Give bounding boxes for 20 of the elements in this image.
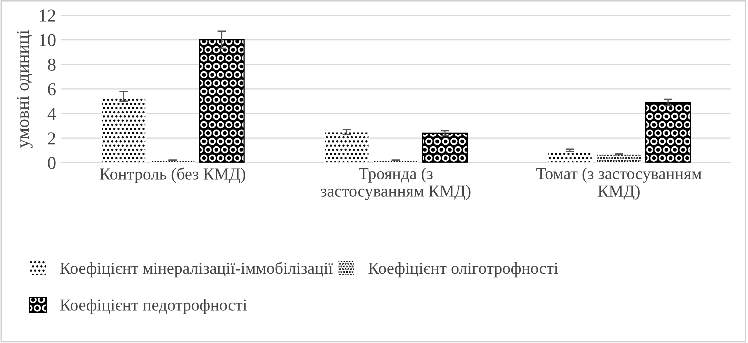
x-tick-label: Контроль (без КМД) bbox=[100, 168, 246, 184]
bar bbox=[199, 39, 245, 163]
legend-label: Коефіцієнт мінералізації-іммобілізації bbox=[60, 262, 334, 278]
y-tick-label: 4 bbox=[48, 108, 56, 120]
x-tick-label: Томат (з застосуванням КМД) bbox=[536, 168, 702, 200]
legend-label: Коефіцієнт оліготрофності bbox=[368, 262, 558, 278]
x-tick-label: Троянда (з застосуванням КМД) bbox=[321, 168, 471, 200]
y-tick-label: 12 bbox=[40, 10, 56, 22]
y-tick-label: 2 bbox=[48, 132, 56, 145]
y-tick-label: 0 bbox=[48, 157, 56, 170]
bar bbox=[422, 132, 468, 163]
y-axis-title: умовні одиниці bbox=[17, 30, 33, 148]
y-tick-label: 6 bbox=[48, 83, 56, 96]
y-tick-label: 8 bbox=[48, 58, 56, 72]
bar bbox=[596, 154, 642, 163]
bar bbox=[324, 132, 370, 163]
bar bbox=[547, 150, 593, 163]
bar bbox=[645, 102, 692, 163]
y-tick-label: 10 bbox=[40, 34, 56, 46]
legend-label: Коефіцієнт педотрофності bbox=[60, 299, 248, 314]
